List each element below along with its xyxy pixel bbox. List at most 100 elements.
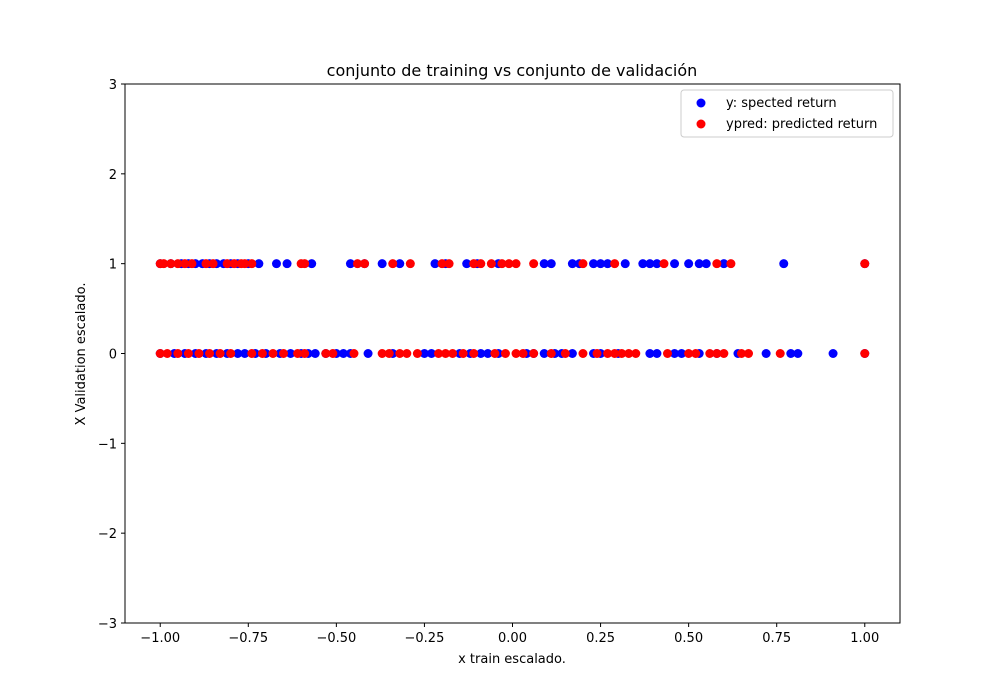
data-point-y xyxy=(567,259,577,269)
data-point-ypred xyxy=(469,349,479,358)
points-layer xyxy=(155,259,870,358)
data-point-y xyxy=(338,349,348,358)
data-point-ypred xyxy=(226,349,236,358)
data-point-y xyxy=(462,259,472,269)
legend-box xyxy=(680,89,894,138)
data-point-ypred xyxy=(321,349,331,358)
x-tick-label: −0.75 xyxy=(228,631,268,646)
data-point-ypred xyxy=(726,259,736,269)
data-point-ypred xyxy=(486,259,496,269)
data-point-ypred xyxy=(476,259,486,269)
data-point-y xyxy=(240,349,250,358)
data-point-y xyxy=(307,259,317,269)
data-point-ypred xyxy=(412,349,422,358)
legend: y: spected return ypred: predicted retur… xyxy=(680,89,894,138)
data-point-ypred xyxy=(194,349,204,358)
data-point-y xyxy=(793,349,803,358)
data-point-y xyxy=(345,259,355,269)
data-point-ypred xyxy=(441,349,451,358)
data-point-ypred xyxy=(384,349,394,358)
data-point-ypred xyxy=(529,259,539,269)
data-point-y xyxy=(694,259,704,269)
data-point-y xyxy=(567,349,577,358)
data-point-ypred xyxy=(546,349,556,358)
data-point-ypred xyxy=(712,259,722,269)
data-point-y xyxy=(282,259,292,269)
data-point-y xyxy=(603,259,613,269)
data-point-ypred xyxy=(691,349,701,358)
data-point-y xyxy=(271,259,281,269)
y-tick-label: 1 xyxy=(109,258,117,273)
data-point-ypred xyxy=(388,259,398,269)
data-point-y xyxy=(254,259,264,269)
data-point-y xyxy=(233,349,243,358)
data-point-ypred xyxy=(173,349,183,358)
data-point-ypred xyxy=(155,349,165,358)
data-point-ypred xyxy=(578,349,588,358)
data-point-ypred xyxy=(705,349,715,358)
y-tick-label: 0 xyxy=(109,348,117,363)
data-point-y xyxy=(395,259,405,269)
data-point-ypred xyxy=(215,349,225,358)
data-point-ypred xyxy=(624,349,634,358)
y-tick-label: −1 xyxy=(98,437,117,452)
legend-marker-ypred xyxy=(696,119,706,129)
data-point-y xyxy=(430,259,440,269)
data-point-y xyxy=(419,349,429,358)
x-tick-label: 1.00 xyxy=(850,631,879,646)
data-point-ypred xyxy=(268,349,278,358)
legend-label-y: y: spected return xyxy=(726,96,837,111)
x-tick-label: −0.25 xyxy=(405,631,445,646)
data-point-ypred xyxy=(349,349,359,358)
y-tick-label: −3 xyxy=(98,617,117,632)
data-point-y xyxy=(701,259,711,269)
data-point-y xyxy=(719,259,729,269)
data-point-ypred xyxy=(395,349,405,358)
data-point-y xyxy=(589,259,599,269)
data-point-ypred xyxy=(434,349,444,358)
x-tick-label: −0.50 xyxy=(316,631,356,646)
data-point-ypred xyxy=(860,349,870,358)
data-point-ypred xyxy=(504,259,514,269)
data-point-y xyxy=(483,349,493,358)
data-point-ypred xyxy=(659,259,669,269)
data-point-y xyxy=(677,349,687,358)
data-point-ypred xyxy=(719,349,729,358)
data-point-ypred xyxy=(518,349,528,358)
data-point-ypred xyxy=(775,349,785,358)
data-point-ypred xyxy=(497,259,507,269)
data-point-ypred xyxy=(437,259,447,269)
data-point-ypred xyxy=(257,349,267,358)
data-point-y xyxy=(426,349,436,358)
x-axis-label: x train escalado. xyxy=(458,652,566,667)
data-point-ypred xyxy=(402,349,412,358)
data-point-y xyxy=(546,259,556,269)
data-point-ypred xyxy=(293,349,303,358)
x-tick-label: 0.25 xyxy=(586,631,615,646)
legend-label-ypred: ypred: predicted return xyxy=(726,117,877,132)
data-point-ypred xyxy=(201,259,211,269)
data-point-ypred xyxy=(712,349,722,358)
data-point-ypred xyxy=(631,349,641,358)
data-point-ypred xyxy=(603,349,613,358)
data-point-ypred xyxy=(610,349,620,358)
x-tick-label: 0.50 xyxy=(674,631,703,646)
data-point-ypred xyxy=(229,259,239,269)
data-point-ypred xyxy=(610,259,620,269)
data-point-ypred xyxy=(159,259,169,269)
data-point-y xyxy=(638,259,648,269)
data-point-ypred xyxy=(353,259,362,269)
data-point-ypred xyxy=(279,349,289,358)
data-point-ypred xyxy=(222,259,232,269)
data-point-y xyxy=(761,349,771,358)
data-point-ypred xyxy=(684,349,694,358)
data-point-ypred xyxy=(208,259,218,269)
data-point-ypred xyxy=(860,259,870,269)
y-tick-label: 3 xyxy=(109,78,117,93)
data-point-ypred xyxy=(592,349,602,358)
data-point-y xyxy=(539,349,549,358)
data-point-ypred xyxy=(360,259,370,269)
x-tick-label: 0.00 xyxy=(498,631,527,646)
y-tick-label: −2 xyxy=(98,527,117,542)
data-point-ypred xyxy=(205,349,215,358)
